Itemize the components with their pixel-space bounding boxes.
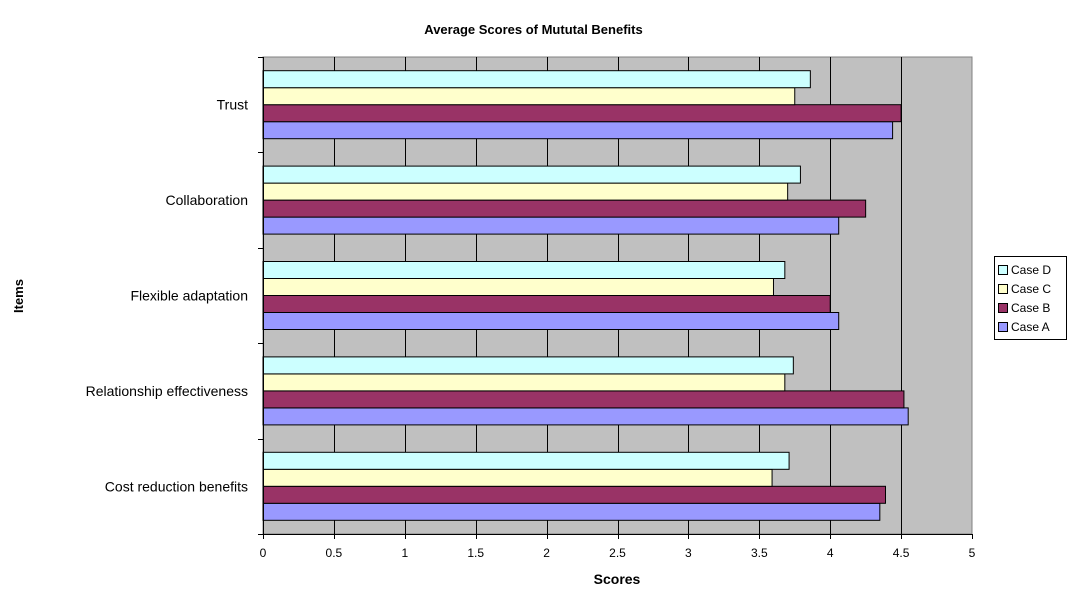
y-tick-label: Relationship effectiveness (86, 383, 248, 399)
legend-swatch (998, 283, 1008, 294)
bar (262, 165, 801, 184)
legend-label: Case C (1011, 281, 1052, 296)
bar (262, 312, 840, 330)
bar (262, 70, 811, 89)
bar (262, 502, 881, 521)
x-tick-label: 1.5 (467, 546, 484, 560)
legend-label: Case D (1011, 262, 1052, 277)
bar (262, 87, 796, 106)
legend-swatch (998, 264, 1008, 275)
bar (262, 295, 831, 313)
bar (262, 104, 902, 123)
y-tick-label: Cost reduction benefits (105, 478, 248, 494)
bar (262, 390, 905, 409)
legend-item: Case D (998, 260, 1066, 279)
x-tick-label: 4.5 (893, 546, 910, 560)
bar (262, 261, 786, 279)
x-tick-label: 5 (969, 546, 976, 560)
bar (262, 199, 867, 218)
x-axis-title: Scores (594, 571, 641, 587)
bar (262, 182, 789, 201)
legend-swatch (998, 302, 1008, 313)
bar (262, 451, 790, 470)
x-tick-label: 0 (260, 546, 267, 560)
bar (262, 407, 909, 426)
x-tick-label: 2 (543, 546, 550, 560)
legend-item: Case C (998, 279, 1066, 298)
y-tick-label: Trust (217, 97, 248, 113)
y-axis-title: Items (11, 279, 26, 313)
bar (262, 485, 887, 504)
legend-item: Case B (998, 298, 1066, 317)
chart-legend: Case D Case C Case B Case A (994, 256, 1067, 340)
bar (262, 373, 786, 392)
bar (262, 216, 840, 235)
x-tick-label: 2.5 (609, 546, 626, 560)
y-tick-label: Flexible adaptation (130, 288, 248, 304)
x-tick-label: 4 (827, 546, 834, 560)
bar (262, 121, 894, 140)
y-tick-label: Collaboration (166, 192, 249, 208)
legend-item: Case A (998, 317, 1066, 336)
bar (262, 356, 794, 375)
legend-swatch (998, 321, 1008, 332)
legend-label: Case A (1011, 319, 1050, 334)
chart-title: Average Scores of Mututal Benefits (424, 22, 643, 37)
bar (262, 468, 773, 487)
legend-label: Case B (1011, 300, 1051, 315)
x-tick-label: 3 (685, 546, 692, 560)
x-tick-label: 3.5 (751, 546, 768, 560)
bar (262, 278, 774, 296)
x-tick-label: 0.5 (326, 546, 343, 560)
x-tick-label: 1 (401, 546, 408, 560)
